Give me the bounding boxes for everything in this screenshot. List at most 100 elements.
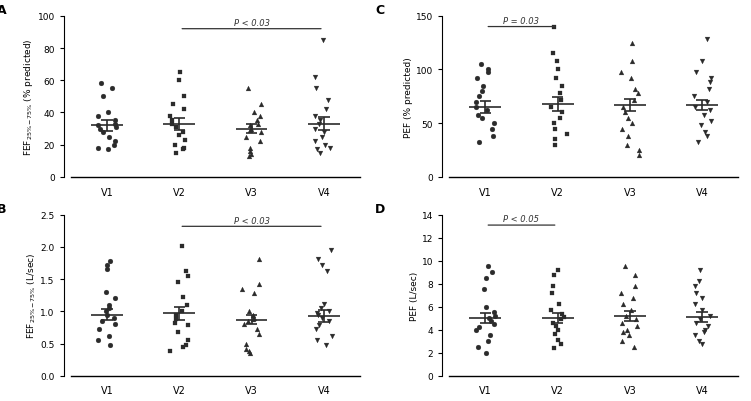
- Point: [689, 332, 701, 339]
- Point: [703, 86, 715, 93]
- Point: [310, 86, 322, 92]
- Point: [101, 312, 113, 318]
- Point: [692, 140, 704, 146]
- Point: [243, 86, 255, 92]
- Text: P < 0.03: P < 0.03: [234, 19, 270, 28]
- Point: [170, 312, 182, 318]
- Point: [549, 142, 561, 148]
- Point: [632, 323, 644, 330]
- Point: [689, 302, 701, 308]
- Point: [108, 315, 120, 321]
- Text: D: D: [376, 203, 385, 215]
- Point: [107, 142, 119, 148]
- Point: [176, 243, 188, 249]
- Point: [92, 123, 104, 129]
- Point: [555, 340, 567, 347]
- Point: [688, 94, 700, 100]
- Point: [110, 321, 122, 328]
- Point: [103, 305, 115, 312]
- Point: [245, 152, 257, 158]
- Point: [101, 289, 113, 296]
- Point: [173, 132, 185, 139]
- Point: [95, 318, 107, 324]
- Point: [178, 145, 190, 152]
- Point: [556, 110, 569, 116]
- Point: [554, 91, 566, 97]
- Point: [243, 153, 255, 160]
- Point: [689, 69, 701, 76]
- Point: [617, 320, 629, 326]
- Point: [170, 316, 182, 322]
- Point: [97, 129, 109, 136]
- Point: [696, 295, 708, 301]
- Point: [110, 124, 122, 131]
- Point: [243, 308, 255, 315]
- Point: [555, 316, 567, 323]
- Point: [626, 295, 638, 301]
- Point: [244, 128, 256, 134]
- Point: [164, 348, 176, 354]
- Point: [553, 302, 566, 308]
- Point: [556, 83, 569, 89]
- Point: [316, 262, 328, 269]
- Point: [101, 262, 113, 269]
- Point: [93, 326, 105, 333]
- Point: [253, 331, 265, 337]
- Point: [324, 145, 336, 152]
- Point: [314, 118, 326, 124]
- Point: [177, 344, 189, 351]
- Point: [617, 329, 629, 335]
- Point: [484, 332, 496, 339]
- Y-axis label: FEF$_{25\%-75\%}$ (L/sec): FEF$_{25\%-75\%}$ (L/sec): [25, 252, 38, 338]
- Point: [245, 126, 257, 132]
- Point: [310, 326, 322, 333]
- Point: [481, 67, 493, 73]
- Point: [480, 304, 492, 310]
- Point: [252, 121, 264, 128]
- Point: [247, 316, 259, 322]
- Point: [312, 312, 324, 318]
- Point: [309, 113, 321, 119]
- Y-axis label: FEF$_{25\%-75\%}$ (% predicted): FEF$_{25\%-75\%}$ (% predicted): [22, 38, 35, 156]
- Point: [109, 121, 121, 128]
- Point: [173, 78, 185, 84]
- Point: [311, 337, 323, 344]
- Point: [108, 296, 120, 302]
- Point: [92, 337, 104, 344]
- Point: [176, 294, 189, 301]
- Point: [626, 41, 638, 47]
- Point: [254, 113, 266, 119]
- Point: [547, 51, 559, 57]
- Point: [695, 123, 707, 129]
- Point: [487, 134, 499, 140]
- Point: [101, 110, 113, 116]
- Point: [547, 121, 559, 127]
- Point: [103, 134, 115, 140]
- Point: [626, 59, 638, 65]
- Point: [690, 320, 702, 326]
- Point: [237, 321, 249, 328]
- Point: [629, 271, 641, 278]
- Point: [309, 139, 321, 145]
- Point: [255, 139, 267, 145]
- Point: [244, 123, 256, 129]
- Point: [626, 121, 638, 127]
- Point: [253, 282, 265, 288]
- Point: [689, 105, 701, 111]
- Point: [109, 118, 121, 124]
- Point: [482, 263, 494, 270]
- Point: [704, 80, 716, 86]
- Point: [549, 126, 561, 132]
- Point: [476, 115, 488, 122]
- Point: [630, 316, 642, 323]
- Point: [629, 344, 641, 350]
- Point: [619, 110, 631, 116]
- Point: [478, 287, 490, 293]
- Point: [698, 112, 710, 118]
- Point: [551, 59, 563, 65]
- Point: [255, 102, 267, 108]
- Point: [629, 86, 641, 93]
- Point: [319, 142, 331, 148]
- Point: [248, 315, 260, 321]
- Point: [481, 338, 493, 344]
